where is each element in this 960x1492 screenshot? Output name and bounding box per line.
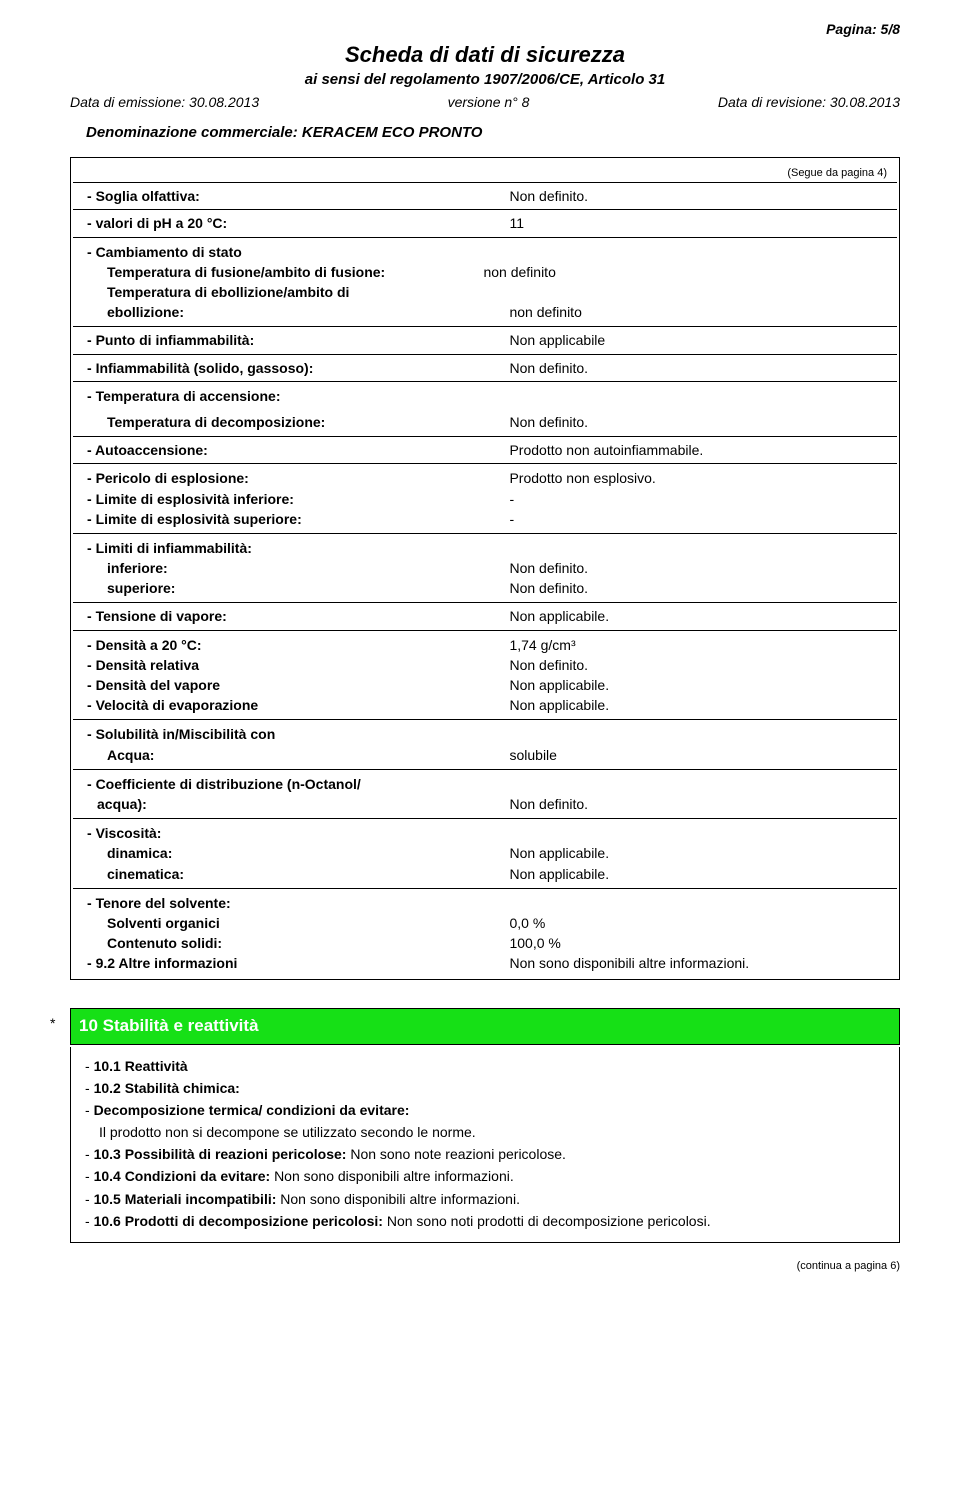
version: versione n° 8 — [448, 93, 530, 111]
commercial-name: Denominazione commerciale: KERACEM ECO P… — [86, 123, 900, 143]
asterisk-marker: * — [50, 1014, 55, 1032]
row-stato: - Cambiamento di stato Temperatura di fu… — [73, 238, 897, 328]
continued-to: (continua a pagina 6) — [70, 1259, 900, 1273]
row-ph: - valori di pH a 20 °C: 11 — [73, 210, 897, 237]
section-10: * 10 Stabilità e reattività - 10.1 Reatt… — [70, 1008, 900, 1243]
section-10-body: - 10.1 Reattività - 10.2 Stabilità chimi… — [70, 1047, 900, 1244]
row-tensione: - Tensione di vapore: Non applicabile. — [73, 603, 897, 630]
continued-from: (Segue da pagina 4) — [73, 160, 897, 182]
page-number: Pagina: 5/8 — [70, 20, 900, 38]
row-autoaccensione: - Autoaccensione: Prodotto non autoinfia… — [73, 437, 897, 464]
row-olfattiva: - Soglia olfattiva: Non definito. — [73, 182, 897, 210]
row-tenore: - Tenore del solvente: Solventi organici… — [73, 889, 897, 978]
row-solubilita: - Solubilità in/Miscibilità con Acqua:so… — [73, 720, 897, 769]
row-densita: - Densità a 20 °C:1,74 g/cm³ - Densità r… — [73, 631, 897, 721]
doc-subtitle: ai sensi del regolamento 1907/2006/CE, A… — [70, 70, 900, 90]
properties-table: (Segue da pagina 4) - Soglia olfattiva: … — [70, 157, 900, 980]
section-10-header: 10 Stabilità e reattività — [70, 1008, 900, 1044]
row-coefficiente: - Coefficiente di distribuzione (n-Octan… — [73, 770, 897, 819]
row-accensione: - Temperatura di accensione: Temperatura… — [73, 382, 897, 437]
doc-title: Scheda di dati di sicurezza — [70, 41, 900, 70]
revision-date: Data di revisione: 30.08.2013 — [718, 93, 900, 111]
meta-row: Data di emissione: 30.08.2013 versione n… — [70, 93, 900, 111]
row-infiammabilita-sg: - Infiammabilità (solido, gassoso): Non … — [73, 355, 897, 382]
row-viscosita: - Viscosità: dinamica:Non applicabile. c… — [73, 819, 897, 889]
row-limiti-infiamm: - Limiti di infiammabilità: inferiore:No… — [73, 534, 897, 604]
row-infiammabilita: - Punto di infiammabilità: Non applicabi… — [73, 327, 897, 354]
issue-date: Data di emissione: 30.08.2013 — [70, 93, 259, 111]
row-esplosione: - Pericolo di esplosione:Prodotto non es… — [73, 464, 897, 534]
